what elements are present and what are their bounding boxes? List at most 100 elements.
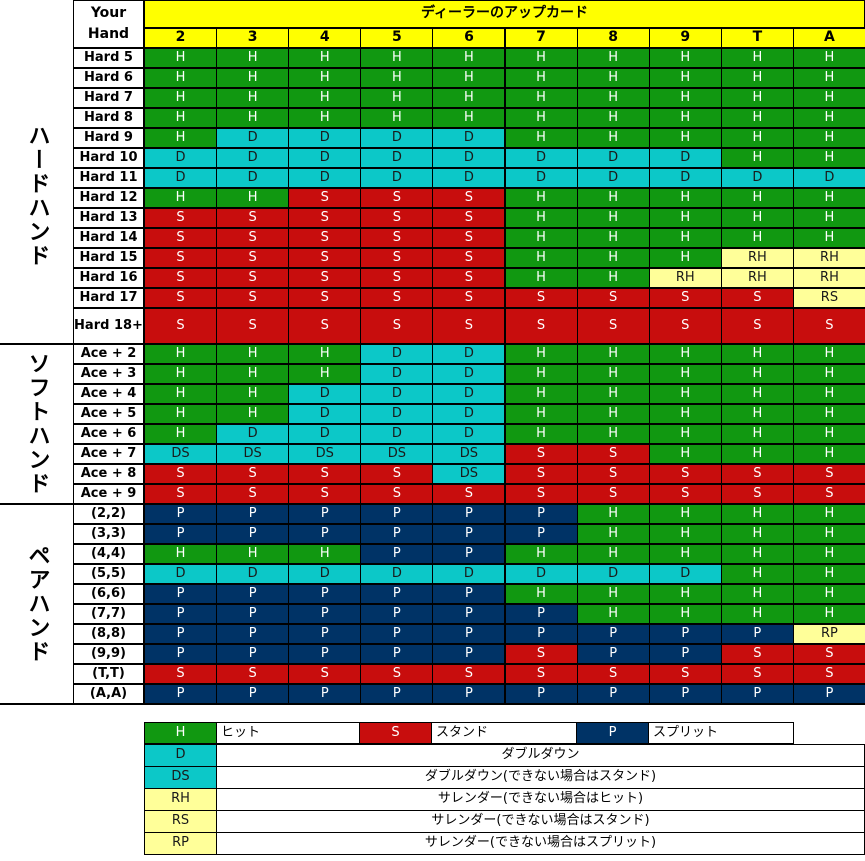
action-cell: H bbox=[504, 188, 578, 208]
action-cell: P bbox=[360, 524, 434, 544]
action-cell: H bbox=[504, 128, 578, 148]
action-cell: H bbox=[216, 188, 290, 208]
action-cell: H bbox=[504, 384, 578, 404]
action-cell: P bbox=[144, 584, 218, 604]
hand-label: Hard 5 bbox=[73, 48, 144, 68]
action-cell: D bbox=[648, 168, 722, 188]
action-cell: D bbox=[144, 564, 218, 584]
hand-label: Hard 12 bbox=[73, 188, 144, 208]
action-cell: H bbox=[576, 524, 650, 544]
action-cell: S bbox=[648, 664, 722, 684]
action-cell: RP bbox=[792, 624, 865, 644]
action-cell: D bbox=[576, 148, 650, 168]
action-cell: D bbox=[144, 148, 218, 168]
hand-label: Hard 14 bbox=[73, 228, 144, 248]
action-cell: P bbox=[288, 504, 362, 524]
action-cell: S bbox=[792, 664, 865, 684]
action-cell: H bbox=[648, 188, 722, 208]
action-cell: H bbox=[720, 108, 794, 128]
action-cell: S bbox=[288, 208, 362, 228]
action-cell: H bbox=[576, 384, 650, 404]
action-cell: S bbox=[432, 208, 506, 228]
action-cell: P bbox=[216, 584, 290, 604]
action-cell: RH bbox=[720, 268, 794, 288]
action-cell: H bbox=[504, 248, 578, 268]
action-cell: D bbox=[648, 564, 722, 584]
hand-label: Ace + 4 bbox=[73, 384, 144, 404]
action-cell: D bbox=[432, 404, 506, 424]
action-cell: H bbox=[576, 364, 650, 384]
action-cell: S bbox=[144, 288, 218, 308]
action-cell: P bbox=[216, 644, 290, 664]
action-cell: S bbox=[648, 464, 722, 484]
action-cell: H bbox=[432, 68, 506, 88]
action-cell: H bbox=[792, 68, 865, 88]
action-cell: P bbox=[432, 644, 506, 664]
action-cell: H bbox=[576, 48, 650, 68]
action-cell: DS bbox=[216, 444, 290, 464]
action-cell: DS bbox=[360, 444, 434, 464]
action-cell: P bbox=[216, 624, 290, 644]
action-cell: H bbox=[792, 128, 865, 148]
action-cell: DS bbox=[432, 444, 506, 464]
dealer-card-9: 9 bbox=[648, 28, 722, 48]
hand-label: (5,5) bbox=[73, 564, 144, 584]
action-cell: H bbox=[648, 88, 722, 108]
action-cell: P bbox=[288, 604, 362, 624]
action-cell: H bbox=[792, 188, 865, 208]
action-cell: S bbox=[792, 464, 865, 484]
action-cell: DS bbox=[288, 444, 362, 464]
action-cell: H bbox=[576, 248, 650, 268]
action-cell: P bbox=[576, 684, 650, 704]
action-cell: P bbox=[288, 624, 362, 644]
hand-label: Ace + 6 bbox=[73, 424, 144, 444]
legend-code-S: S bbox=[359, 722, 432, 744]
action-cell: P bbox=[504, 504, 578, 524]
action-cell: H bbox=[288, 344, 362, 364]
action-cell: P bbox=[648, 624, 722, 644]
action-cell: D bbox=[360, 424, 434, 444]
action-cell: H bbox=[648, 504, 722, 524]
hand-label: (A,A) bbox=[73, 684, 144, 704]
action-cell: S bbox=[432, 248, 506, 268]
action-cell: S bbox=[144, 248, 218, 268]
action-cell: D bbox=[432, 168, 506, 188]
dealer-card-5: 5 bbox=[360, 28, 434, 48]
action-cell: H bbox=[504, 68, 578, 88]
action-cell: S bbox=[288, 308, 362, 344]
action-cell: H bbox=[504, 208, 578, 228]
action-cell: P bbox=[144, 504, 218, 524]
action-cell: H bbox=[288, 108, 362, 128]
action-cell: D bbox=[288, 564, 362, 584]
action-cell: P bbox=[648, 684, 722, 704]
action-cell: S bbox=[720, 288, 794, 308]
action-cell: H bbox=[432, 48, 506, 68]
action-cell: H bbox=[360, 48, 434, 68]
action-cell: S bbox=[216, 464, 290, 484]
action-cell: H bbox=[576, 404, 650, 424]
dealer-card-A: A bbox=[792, 28, 865, 48]
action-cell: P bbox=[216, 684, 290, 704]
action-cell: H bbox=[504, 48, 578, 68]
action-cell: S bbox=[360, 288, 434, 308]
action-cell: P bbox=[432, 504, 506, 524]
action-cell: H bbox=[288, 544, 362, 564]
legend-code-D: D bbox=[144, 744, 217, 767]
action-cell: H bbox=[720, 384, 794, 404]
action-cell: P bbox=[432, 584, 506, 604]
action-cell: H bbox=[792, 584, 865, 604]
action-cell: P bbox=[432, 624, 506, 644]
action-cell: S bbox=[720, 484, 794, 504]
action-cell: H bbox=[648, 444, 722, 464]
action-cell: S bbox=[792, 308, 865, 344]
action-cell: S bbox=[576, 288, 650, 308]
action-cell: S bbox=[288, 268, 362, 288]
action-cell: DS bbox=[144, 444, 218, 464]
section-label: ソフトハンド bbox=[24, 352, 50, 496]
hand-label: Ace + 5 bbox=[73, 404, 144, 424]
action-cell: H bbox=[504, 268, 578, 288]
action-cell: H bbox=[720, 524, 794, 544]
action-cell: S bbox=[144, 228, 218, 248]
action-cell: H bbox=[144, 384, 218, 404]
your-hand-line1: Your bbox=[90, 4, 127, 21]
